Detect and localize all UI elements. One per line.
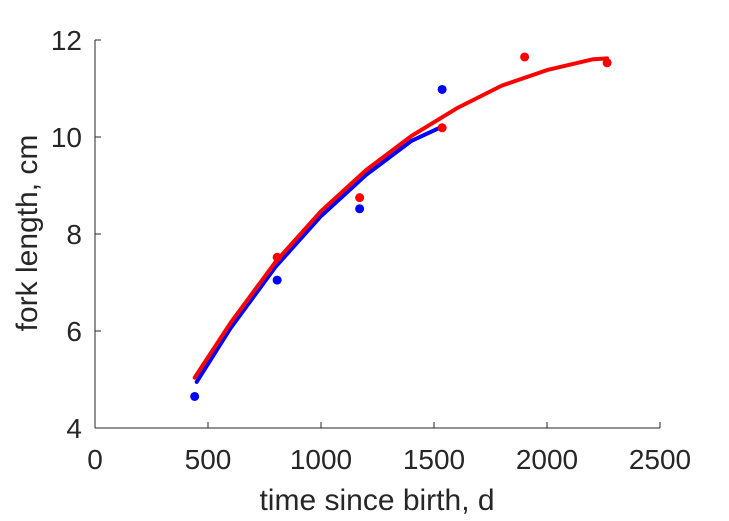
x-tick-label: 0 [87,444,103,475]
red-data-point [437,123,447,133]
x-tick-label: 2500 [629,444,691,475]
red-data-point [520,52,530,62]
red-data-point [272,252,282,262]
x-tick-label: 500 [185,444,232,475]
blue-data-point [437,84,447,94]
y-tick-label: 12 [51,25,82,56]
y-tick-label: 6 [66,316,82,347]
x-axis-label: time since birth, d [259,484,494,517]
blue-data-point [272,275,282,285]
red-data-point [355,193,365,203]
x-tick-label: 1500 [403,444,465,475]
x-tick-label: 1000 [290,444,352,475]
x-tick-label: 2000 [516,444,578,475]
red-data-point [602,58,612,68]
y-tick-label: 10 [51,122,82,153]
blue-data-point [355,204,365,214]
blue-data-point [190,391,200,401]
red-fit-line [192,56,610,380]
chart-marks [190,52,612,401]
y-tick-label: 4 [66,413,82,444]
y-tick-label: 8 [66,219,82,250]
blue-fit-line [194,126,441,384]
y-axis-label: fork length, cm [11,135,44,332]
axes: 0 500 1000 1500 2000 2500 4 6 8 10 12 [51,25,691,475]
